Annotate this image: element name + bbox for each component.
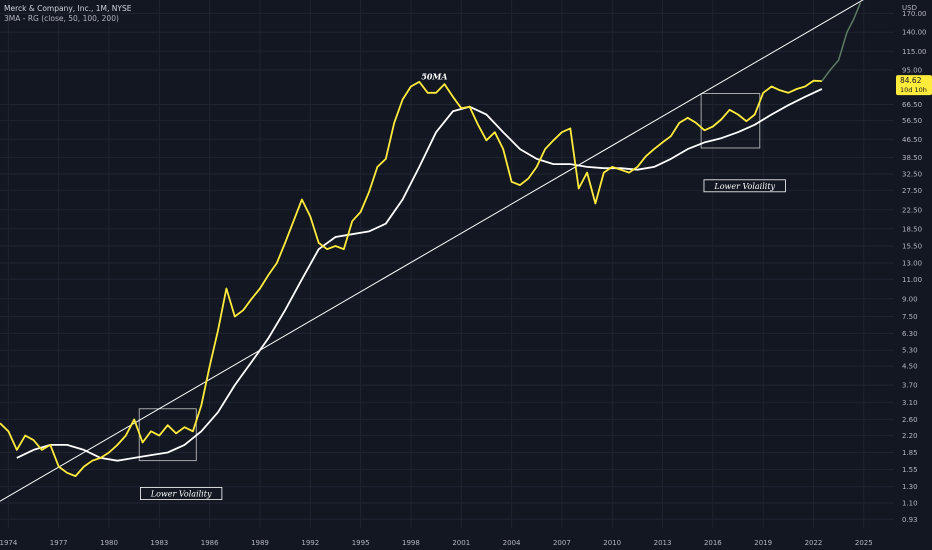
y-tick-label: 3.10	[902, 399, 918, 407]
price-badge-value: 84.62	[900, 76, 922, 85]
x-tick-label: 2022	[805, 539, 823, 547]
y-tick-label: 13.00	[902, 260, 922, 268]
x-tick-label: 1974	[0, 539, 18, 547]
y-tick-label: 4.50	[902, 363, 918, 371]
annotation-box	[703, 179, 786, 193]
x-tick-label: 1980	[100, 539, 118, 547]
annotations: 50MA Lower Volaility Lower Volaility	[139, 72, 786, 500]
price-axis[interactable]: 170.00 140.00 115.00 95.00 66.50 56.50 46.50 38…	[896, 4, 932, 524]
y-tick-label: 46.50	[902, 136, 922, 144]
trend-line[interactable]	[0, 0, 894, 502]
time-axis[interactable]: 1974 1977 1980 1983 1986 1989 1992 1995 1998 2001…	[0, 539, 873, 547]
price-badge[interactable]	[896, 75, 932, 96]
x-tick-label: 1983	[150, 539, 168, 547]
y-tick-label: 2.60	[902, 416, 918, 424]
annotation-box	[139, 487, 223, 500]
series-lines	[0, 0, 894, 502]
y-tick-label: 0.93	[902, 516, 918, 524]
y-tick-label: 38.50	[902, 154, 922, 162]
x-tick-label: 1989	[251, 539, 269, 547]
y-tick-label: 22.50	[902, 206, 922, 214]
y-tick-label: 95.00	[902, 66, 922, 74]
y-tick-label: 1.10	[902, 499, 918, 507]
y-tick-label: 1.85	[902, 449, 918, 457]
y-tick-label: 1.30	[902, 483, 918, 491]
y-tick-label: 3.70	[902, 382, 918, 390]
x-tick-label: 2001	[452, 539, 470, 547]
x-tick-label: 2013	[654, 539, 672, 547]
y-tick-label: 32.50	[902, 171, 922, 179]
y-tick-label: 9.00	[902, 295, 918, 303]
x-tick-label: 2016	[704, 539, 722, 547]
ma-annotation-label: 50MA	[421, 72, 447, 82]
x-tick-label: 1998	[402, 539, 420, 547]
y-tick-label: 18.50	[902, 225, 922, 233]
projection-line	[821, 2, 862, 82]
grid	[0, 0, 894, 528]
annotation-text: Lower Volaility	[713, 182, 775, 191]
y-tick-label: 140.00	[902, 29, 927, 37]
annotation-text: Lower Volaility	[150, 490, 212, 499]
price-badge-countdown: 10d 10h	[900, 86, 927, 94]
x-tick-label: 1995	[352, 539, 370, 547]
y-tick-label: 66.50	[902, 101, 922, 109]
ma-line[interactable]	[16, 88, 823, 462]
y-tick-label: 5.30	[902, 347, 918, 355]
price-line[interactable]	[0, 79, 822, 477]
y-tick-label: 170.00	[902, 10, 927, 18]
x-tick-label: 2019	[754, 539, 772, 547]
x-tick-label: 2010	[603, 539, 621, 547]
y-tick-label: 56.50	[902, 117, 922, 125]
y-tick-label: 1.55	[902, 466, 918, 474]
x-tick-label: 1992	[301, 539, 319, 547]
x-tick-label: 1977	[50, 539, 68, 547]
highlight-boxes	[138, 93, 761, 462]
y-tick-label: 7.50	[902, 313, 918, 321]
x-tick-label: 2004	[503, 539, 521, 547]
indicator-label[interactable]: 3MA - RG (close, 50, 100, 200)	[4, 14, 119, 23]
y-tick-label: 115.00	[902, 48, 927, 56]
y-axis-unit: USD	[902, 4, 917, 12]
x-tick-label: 2025	[855, 539, 873, 547]
y-tick-label: 15.50	[902, 242, 922, 250]
x-tick-label: 2007	[553, 539, 571, 547]
y-tick-label: 27.50	[902, 187, 922, 195]
y-tick-label: 2.20	[902, 432, 918, 440]
x-tick-label: 1986	[201, 539, 219, 547]
y-tick-label: 6.30	[902, 330, 918, 338]
y-tick-label: 11.00	[902, 276, 922, 284]
symbol-title[interactable]: Merck & Company, Inc., 1M, NYSE	[4, 4, 132, 13]
